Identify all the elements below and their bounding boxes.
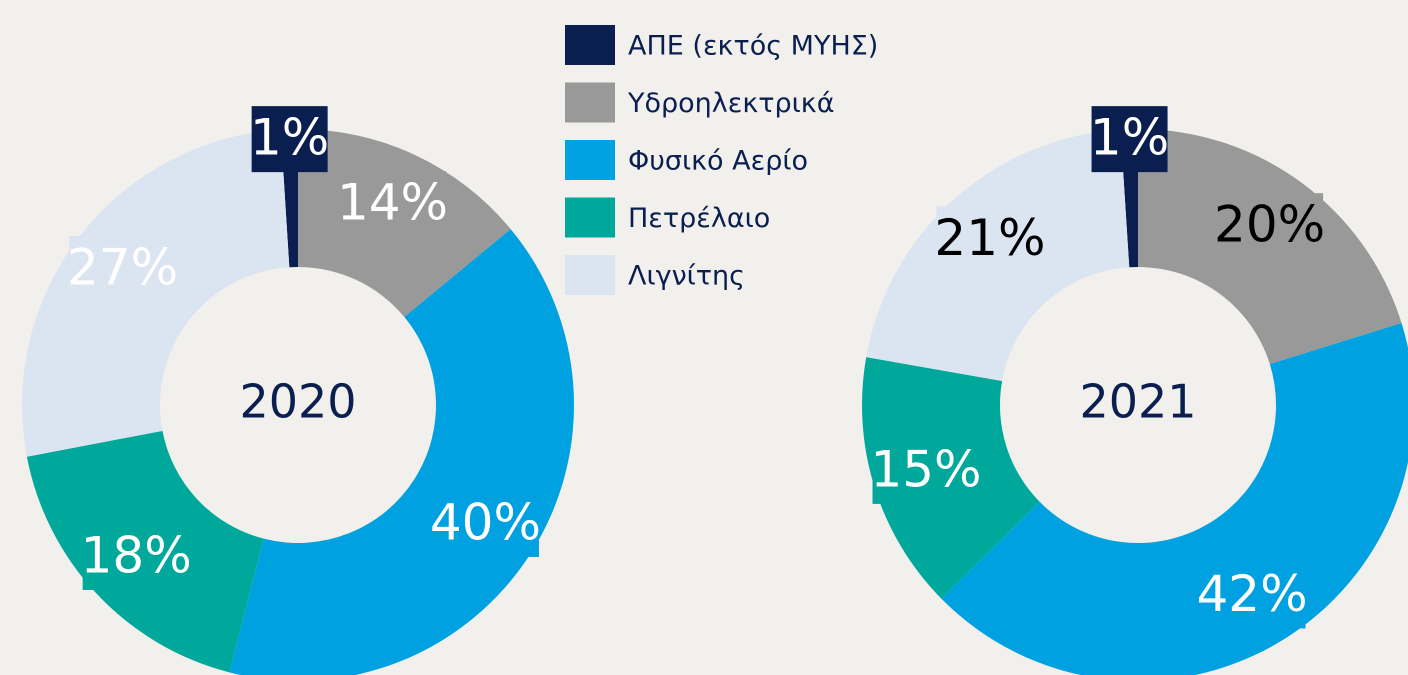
- value-label: 1%: [1090, 109, 1169, 167]
- legend-label: Υδροηλεκτρικά: [627, 88, 835, 119]
- label-box: [82, 523, 190, 590]
- legend-swatch: [565, 255, 615, 295]
- label-box: [936, 206, 1044, 273]
- label-box: [1091, 106, 1168, 173]
- label-box: [872, 437, 980, 504]
- value-label: 18%: [81, 526, 192, 584]
- legend-swatch: [565, 140, 615, 180]
- label-box: [251, 106, 328, 173]
- value-label: 40%: [430, 493, 541, 551]
- label-box: [339, 171, 447, 238]
- legend-swatch: [565, 82, 615, 123]
- legend-label: Πετρέλαιο: [628, 203, 770, 234]
- legend-swatch: [565, 197, 615, 238]
- label-box: [69, 235, 177, 302]
- legend-label: ΑΠΕ (εκτός ΜΥΗΣ): [628, 31, 878, 62]
- value-label: 14%: [337, 174, 448, 232]
- center-label: 2021: [1079, 375, 1196, 429]
- value-label: 42%: [1196, 565, 1307, 623]
- value-label: 21%: [934, 209, 1045, 267]
- label-box: [431, 490, 539, 557]
- legend-label: Λιγνίτης: [628, 261, 745, 292]
- value-label: 1%: [250, 109, 329, 167]
- label-box: [1198, 562, 1306, 629]
- value-label: 15%: [870, 440, 981, 498]
- legend-swatch: [565, 25, 615, 65]
- value-label: 20%: [1214, 196, 1325, 254]
- donut-slice: [229, 229, 575, 675]
- legend-label: Φυσικό Αερίο: [628, 146, 808, 177]
- value-label: 27%: [67, 238, 178, 296]
- center-label: 2020: [239, 375, 356, 429]
- label-box: [1216, 193, 1324, 260]
